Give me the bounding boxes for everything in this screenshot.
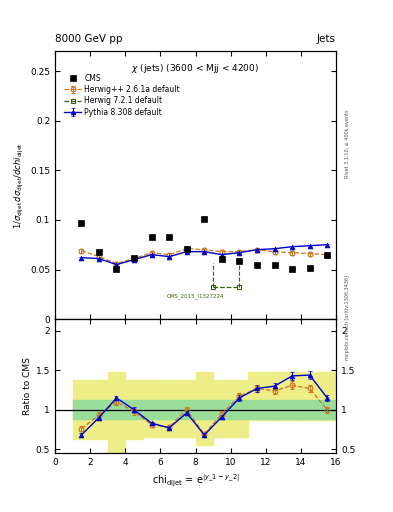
CMS: [290, 265, 294, 271]
Line: CMS: CMS: [78, 216, 331, 272]
CMS: [307, 265, 312, 271]
CMS: [149, 233, 154, 240]
Text: 8000 GeV pp: 8000 GeV pp: [55, 33, 123, 44]
X-axis label: chi$_\mathregular{dijet}$ = e$^{|y\_1-y\_2|}$: chi$_\mathregular{dijet}$ = e$^{|y\_1-y\…: [152, 473, 239, 489]
CMS: [272, 262, 277, 268]
CMS: [167, 233, 171, 240]
Text: mcplots.cern.ch [arXiv:1306.3436]: mcplots.cern.ch [arXiv:1306.3436]: [345, 275, 350, 360]
Text: $\chi$ (jets) (3600 < Mjj < 4200): $\chi$ (jets) (3600 < Mjj < 4200): [132, 62, 259, 75]
CMS: [237, 258, 242, 264]
CMS: [202, 216, 207, 222]
Y-axis label: $1/\sigma_\mathregular{dijet}\,d\sigma_\mathregular{dijet}/dchi_\mathregular{dij: $1/\sigma_\mathregular{dijet}\,d\sigma_\…: [13, 142, 26, 228]
Text: Jets: Jets: [317, 33, 336, 44]
CMS: [220, 255, 224, 262]
CMS: [255, 262, 259, 268]
Text: Rivet 3.1.10, ≥ 400k events: Rivet 3.1.10, ≥ 400k events: [345, 109, 350, 178]
CMS: [325, 251, 330, 258]
CMS: [132, 254, 136, 261]
Legend: CMS, Herwig++ 2.6.1a default, Herwig 7.2.1 default, Pythia 8.308 default: CMS, Herwig++ 2.6.1a default, Herwig 7.2…: [61, 71, 183, 120]
Text: CMS_2015_I1327224: CMS_2015_I1327224: [167, 293, 224, 299]
CMS: [114, 265, 119, 271]
CMS: [184, 246, 189, 252]
Y-axis label: Ratio to CMS: Ratio to CMS: [23, 357, 31, 415]
CMS: [79, 220, 84, 226]
CMS: [97, 249, 101, 255]
